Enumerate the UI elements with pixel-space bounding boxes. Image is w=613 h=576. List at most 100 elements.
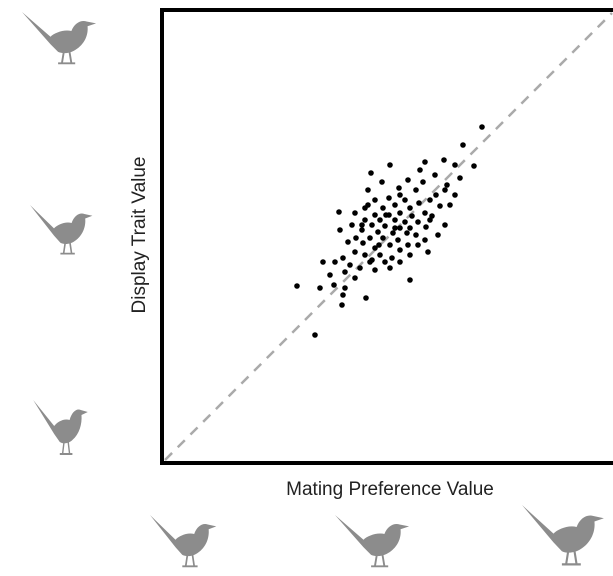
data-point bbox=[427, 197, 433, 203]
data-point bbox=[360, 240, 366, 246]
page: Mating Preference Value Display Trait Va… bbox=[0, 0, 613, 576]
data-point bbox=[407, 252, 413, 258]
data-point bbox=[479, 124, 485, 130]
data-point bbox=[425, 249, 431, 255]
data-point bbox=[294, 283, 300, 289]
data-point bbox=[372, 197, 378, 203]
y-axis-label: Display Trait Value bbox=[129, 157, 150, 314]
data-point bbox=[376, 242, 382, 248]
data-point bbox=[407, 277, 413, 283]
data-point bbox=[352, 275, 358, 281]
data-point bbox=[447, 202, 453, 208]
data-point bbox=[435, 232, 441, 238]
data-point bbox=[402, 219, 408, 225]
data-point bbox=[460, 142, 466, 148]
data-point bbox=[397, 247, 403, 253]
data-point bbox=[339, 302, 345, 308]
bird-icon bbox=[30, 205, 92, 254]
data-point bbox=[357, 265, 363, 271]
data-point bbox=[416, 200, 422, 206]
data-point bbox=[372, 212, 378, 218]
data-point bbox=[452, 192, 458, 198]
data-point bbox=[392, 202, 398, 208]
bird-icon bbox=[22, 12, 96, 63]
data-point bbox=[352, 249, 358, 255]
data-point bbox=[437, 203, 443, 209]
data-point bbox=[375, 229, 381, 235]
data-point bbox=[386, 195, 392, 201]
data-point bbox=[422, 210, 428, 216]
data-point bbox=[379, 179, 385, 185]
data-point bbox=[340, 292, 346, 298]
data-point bbox=[397, 225, 403, 231]
data-point bbox=[353, 235, 359, 241]
data-point bbox=[392, 217, 398, 223]
data-point bbox=[432, 172, 438, 178]
data-point bbox=[345, 239, 351, 245]
data-point bbox=[409, 213, 415, 219]
data-point bbox=[423, 224, 429, 230]
data-point bbox=[407, 205, 413, 211]
data-point bbox=[359, 222, 365, 228]
data-point bbox=[422, 237, 428, 243]
data-point bbox=[407, 225, 413, 231]
data-point bbox=[415, 219, 421, 225]
data-point bbox=[389, 255, 395, 261]
data-point bbox=[342, 285, 348, 291]
data-point bbox=[327, 272, 333, 278]
data-point bbox=[363, 295, 369, 301]
data-point bbox=[372, 267, 378, 273]
data-point bbox=[452, 162, 458, 168]
data-point bbox=[368, 170, 374, 176]
data-point bbox=[349, 222, 355, 228]
data-point bbox=[332, 259, 338, 265]
data-point bbox=[471, 163, 477, 169]
diagonal-reference bbox=[165, 13, 612, 460]
data-point bbox=[422, 159, 428, 165]
data-point bbox=[367, 235, 373, 241]
data-point bbox=[362, 217, 368, 223]
data-point bbox=[417, 167, 423, 173]
data-point bbox=[433, 192, 439, 198]
chart: Mating Preference Value Display Trait Va… bbox=[0, 0, 613, 576]
data-point bbox=[320, 259, 326, 265]
data-point bbox=[427, 217, 433, 223]
data-point bbox=[395, 237, 401, 243]
data-point bbox=[369, 222, 375, 228]
data-point bbox=[402, 197, 408, 203]
data-point bbox=[340, 255, 346, 261]
data-point bbox=[380, 235, 386, 241]
data-point bbox=[441, 157, 447, 163]
data-point bbox=[383, 212, 389, 218]
bird-icon bbox=[522, 505, 604, 564]
data-point bbox=[380, 205, 386, 211]
data-point bbox=[405, 177, 411, 183]
data-point bbox=[352, 210, 358, 216]
bird-icon bbox=[335, 515, 409, 566]
data-point bbox=[415, 242, 421, 248]
x-axis-label: Mating Preference Value bbox=[286, 479, 494, 500]
data-point bbox=[365, 202, 371, 208]
data-point bbox=[359, 227, 365, 233]
data-point bbox=[377, 217, 383, 223]
data-point bbox=[413, 187, 419, 193]
data-point bbox=[337, 227, 343, 233]
data-point bbox=[377, 252, 383, 258]
data-point bbox=[444, 182, 450, 188]
data-point bbox=[390, 230, 396, 236]
data-point bbox=[396, 185, 402, 191]
data-point bbox=[382, 223, 388, 229]
data-point bbox=[392, 225, 398, 231]
data-point bbox=[397, 259, 403, 265]
data-point bbox=[387, 265, 393, 271]
data-point bbox=[404, 230, 410, 236]
data-point bbox=[331, 282, 337, 288]
data-point bbox=[413, 232, 419, 238]
data-point bbox=[382, 259, 388, 265]
data-point bbox=[387, 242, 393, 248]
data-point bbox=[369, 257, 375, 263]
data-point bbox=[397, 192, 403, 198]
data-point bbox=[387, 162, 393, 168]
data-point bbox=[317, 285, 323, 291]
data-point bbox=[442, 222, 448, 228]
